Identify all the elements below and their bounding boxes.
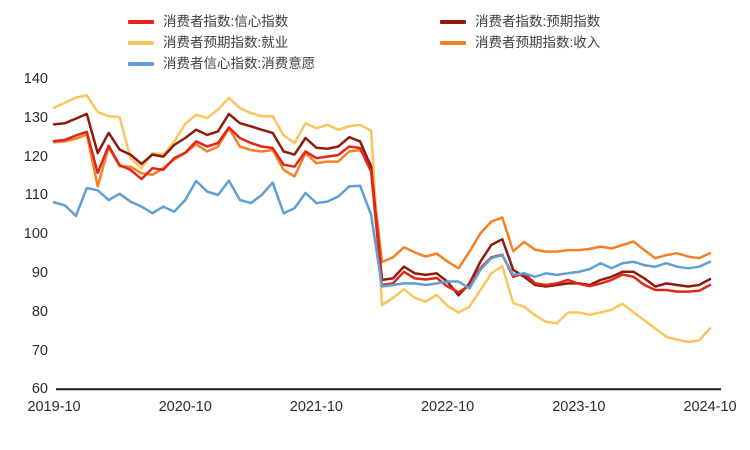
legend-swatch-darkred	[440, 20, 466, 24]
y-tick-label: 140	[23, 71, 48, 87]
y-tick-label: 60	[31, 381, 48, 398]
legend-label: 消费者预期指数:就业	[163, 35, 289, 50]
x-tick-label: 2022-10	[420, 399, 475, 415]
legend-label: 消费者信心指数:消费意愿	[163, 56, 316, 71]
x-tick-label: 2024-10	[683, 399, 737, 415]
legend-swatch-red	[128, 20, 154, 24]
legend-item-confidence-index: 消费者指数:信心指数	[128, 14, 440, 30]
series-line-4	[52, 179, 712, 290]
legend-swatch-orange	[440, 41, 466, 45]
series-line-3	[52, 127, 712, 270]
x-tick-label: 2020-10	[158, 399, 212, 415]
legend-item-expectation-index: 消费者指数:预期指数	[440, 14, 600, 30]
legend-swatch-blue	[128, 62, 154, 66]
legend-label: 消费者指数:信心指数	[163, 14, 289, 29]
x-tick-label: 2023-10	[552, 399, 606, 415]
y-tick-label: 100	[23, 226, 48, 243]
legend-label: 消费者指数:预期指数	[475, 14, 601, 29]
x-tick-label: 2021-10	[289, 399, 343, 415]
y-tick-label: 130	[23, 109, 48, 126]
x-tick-label: 2019-10	[27, 399, 81, 415]
y-tick-label: 80	[31, 303, 48, 320]
legend-item-employment-expectation: 消费者预期指数:就业	[128, 35, 440, 51]
legend-item-willingness-to-consume: 消费者信心指数:消费意愿	[128, 56, 440, 72]
series-line-2	[52, 94, 712, 344]
y-tick-label: 70	[31, 342, 48, 359]
y-tick-label: 90	[31, 264, 48, 281]
legend-item-income-expectation: 消费者预期指数:收入	[440, 35, 600, 51]
y-tick-label: 110	[24, 187, 48, 204]
chart-legend: 消费者指数:信心指数 消费者指数:预期指数 消费者预期指数:就业 消费者预期指数…	[128, 14, 600, 72]
legend-swatch-yellow	[128, 41, 154, 45]
legend-label: 消费者预期指数:收入	[475, 35, 601, 50]
y-tick-label: 120	[23, 148, 48, 165]
